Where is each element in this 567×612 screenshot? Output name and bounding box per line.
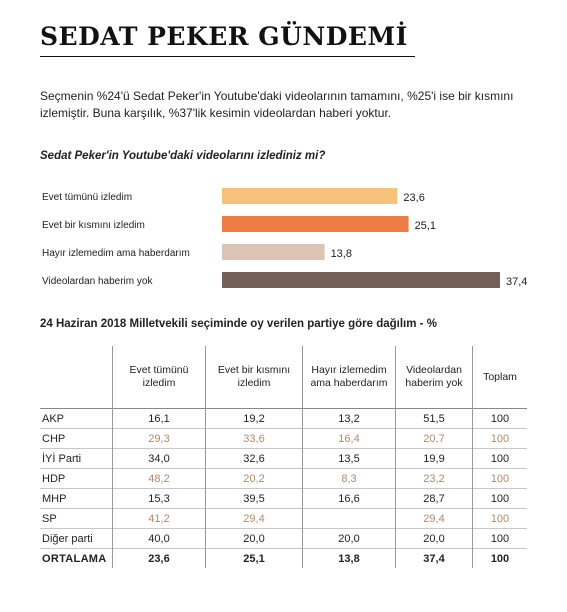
table-row: HDP 48,2 20,2 8,3 23,2 100 <box>40 468 527 489</box>
table-cell: 29,4 <box>205 508 303 529</box>
table-cell: 15,3 <box>112 488 206 509</box>
table-cell: 16,4 <box>302 428 396 449</box>
table-cell: 32,6 <box>205 448 303 469</box>
table-cell: 48,2 <box>112 468 206 489</box>
header-blank-cell <box>40 346 113 409</box>
table-cell <box>302 508 396 529</box>
bar <box>222 216 409 232</box>
table-cell: 34,0 <box>112 448 206 469</box>
table-cell: 23,2 <box>395 468 473 489</box>
party-name: MHP <box>40 488 113 509</box>
table-cell: 20,0 <box>302 528 396 549</box>
bar <box>222 188 398 204</box>
table-cell: 51,5 <box>395 408 473 429</box>
table-cell: 19,9 <box>395 448 473 469</box>
table-cell: 100 <box>472 428 527 449</box>
table-cell: 39,5 <box>205 488 303 509</box>
bar-value-label: 37,4 <box>506 276 527 288</box>
table-cell: 100 <box>472 448 527 469</box>
table-cell: 29,4 <box>395 508 473 529</box>
column-header: Evet bir kısmını izledim <box>205 346 303 409</box>
party-name: HDP <box>40 468 113 489</box>
page-title: SEDAT PEKER GÜNDEMİ <box>40 22 408 51</box>
party-name: İYİ Parti <box>40 448 113 469</box>
chart-title: Sedat Peker'in Youtube'daki videolarını … <box>40 150 326 162</box>
bar-chart: Evet tümünü izledim 23,6 Evet bir kısmını … <box>42 188 527 288</box>
party-name: AKP <box>40 408 113 429</box>
table-cell: 100 <box>472 548 527 568</box>
bar-category-label: Evet bir kısmını izledim <box>42 220 145 231</box>
table-row-average: ORTALAMA 23,6 25,1 13,8 37,4 100 <box>40 548 527 568</box>
column-header: Hayır izlemedim ama haberdarım <box>302 346 396 409</box>
table-row: MHP 15,3 39,5 16,6 28,7 100 <box>40 488 527 509</box>
table-cell: 100 <box>472 508 527 529</box>
column-header: Evet tümünü izledim <box>112 346 206 409</box>
table-cell: 13,8 <box>302 548 396 568</box>
bar-value-label: 23,6 <box>403 192 424 204</box>
distribution-table: Evet tümünü izledim Evet bir kısmını izl… <box>40 346 527 568</box>
table-cell: 33,6 <box>205 428 303 449</box>
table-cell: 20,7 <box>395 428 473 449</box>
column-header: Videolardan haberim yok <box>395 346 473 409</box>
bar-category-label: Hayır izlemedim ama haberdarım <box>42 248 190 259</box>
table-cell: 25,1 <box>205 548 303 568</box>
table-cell: 100 <box>472 528 527 549</box>
bar-value-label: 25,1 <box>415 220 436 232</box>
table-row: CHP 29,3 33,6 16,4 20,7 100 <box>40 428 527 449</box>
party-name: Diğer parti <box>40 528 113 549</box>
table-cell: 8,3 <box>302 468 396 489</box>
table-cell: 100 <box>472 408 527 429</box>
table-cell: 23,6 <box>112 548 206 568</box>
bar-value-label: 13,8 <box>331 248 352 260</box>
table-cell: 29,3 <box>112 428 206 449</box>
table-cell: 40,0 <box>112 528 206 549</box>
bar-category-label: Evet tümünü izledim <box>42 192 132 203</box>
bar-category-label: Videolardan haberim yok <box>42 276 153 287</box>
table-row: Diğer parti 40,0 20,0 20,0 20,0 100 <box>40 528 527 549</box>
table-cell: 20,0 <box>205 528 303 549</box>
table-cell: 16,1 <box>112 408 206 429</box>
table-cell: 19,2 <box>205 408 303 429</box>
party-name: CHP <box>40 428 113 449</box>
party-name: ORTALAMA <box>40 548 113 568</box>
table-cell: 28,7 <box>395 488 473 509</box>
table-cell: 16,6 <box>302 488 396 509</box>
column-header: Toplam <box>472 346 527 409</box>
table-title: 24 Haziran 2018 Milletvekili seçiminde o… <box>40 318 437 330</box>
party-name: SP <box>40 508 113 529</box>
bar <box>222 244 325 260</box>
table-cell: 37,4 <box>395 548 473 568</box>
table-row: İYİ Parti 34,0 32,6 13,5 19,9 100 <box>40 448 527 469</box>
table-cell: 13,5 <box>302 448 396 469</box>
table-row: SP 41,2 29,4 29,4 100 <box>40 508 527 529</box>
table-cell: 13,2 <box>302 408 396 429</box>
summary-text: Seçmenin %24'ü Sedat Peker'in Youtube'da… <box>40 89 514 120</box>
table-header-row: Evet tümünü izledim Evet bir kısmını izl… <box>40 346 527 409</box>
table-cell: 100 <box>472 488 527 509</box>
table-row: AKP 16,1 19,2 13,2 51,5 100 <box>40 408 527 429</box>
table-cell: 100 <box>472 468 527 489</box>
table-cell: 20,2 <box>205 468 303 489</box>
title-underline <box>40 56 415 57</box>
bar <box>222 272 500 288</box>
table-cell: 41,2 <box>112 508 206 529</box>
table-cell: 20,0 <box>395 528 473 549</box>
